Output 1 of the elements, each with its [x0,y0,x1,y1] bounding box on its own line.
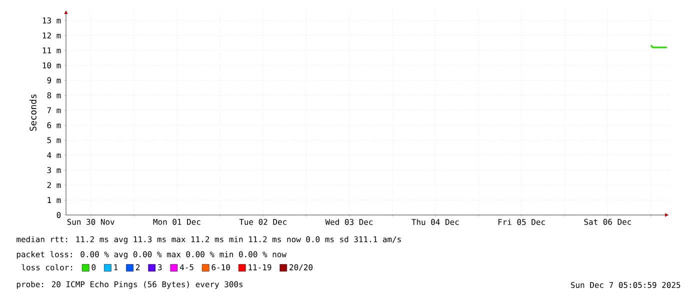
y-axis-title: Seconds [30,94,36,131]
